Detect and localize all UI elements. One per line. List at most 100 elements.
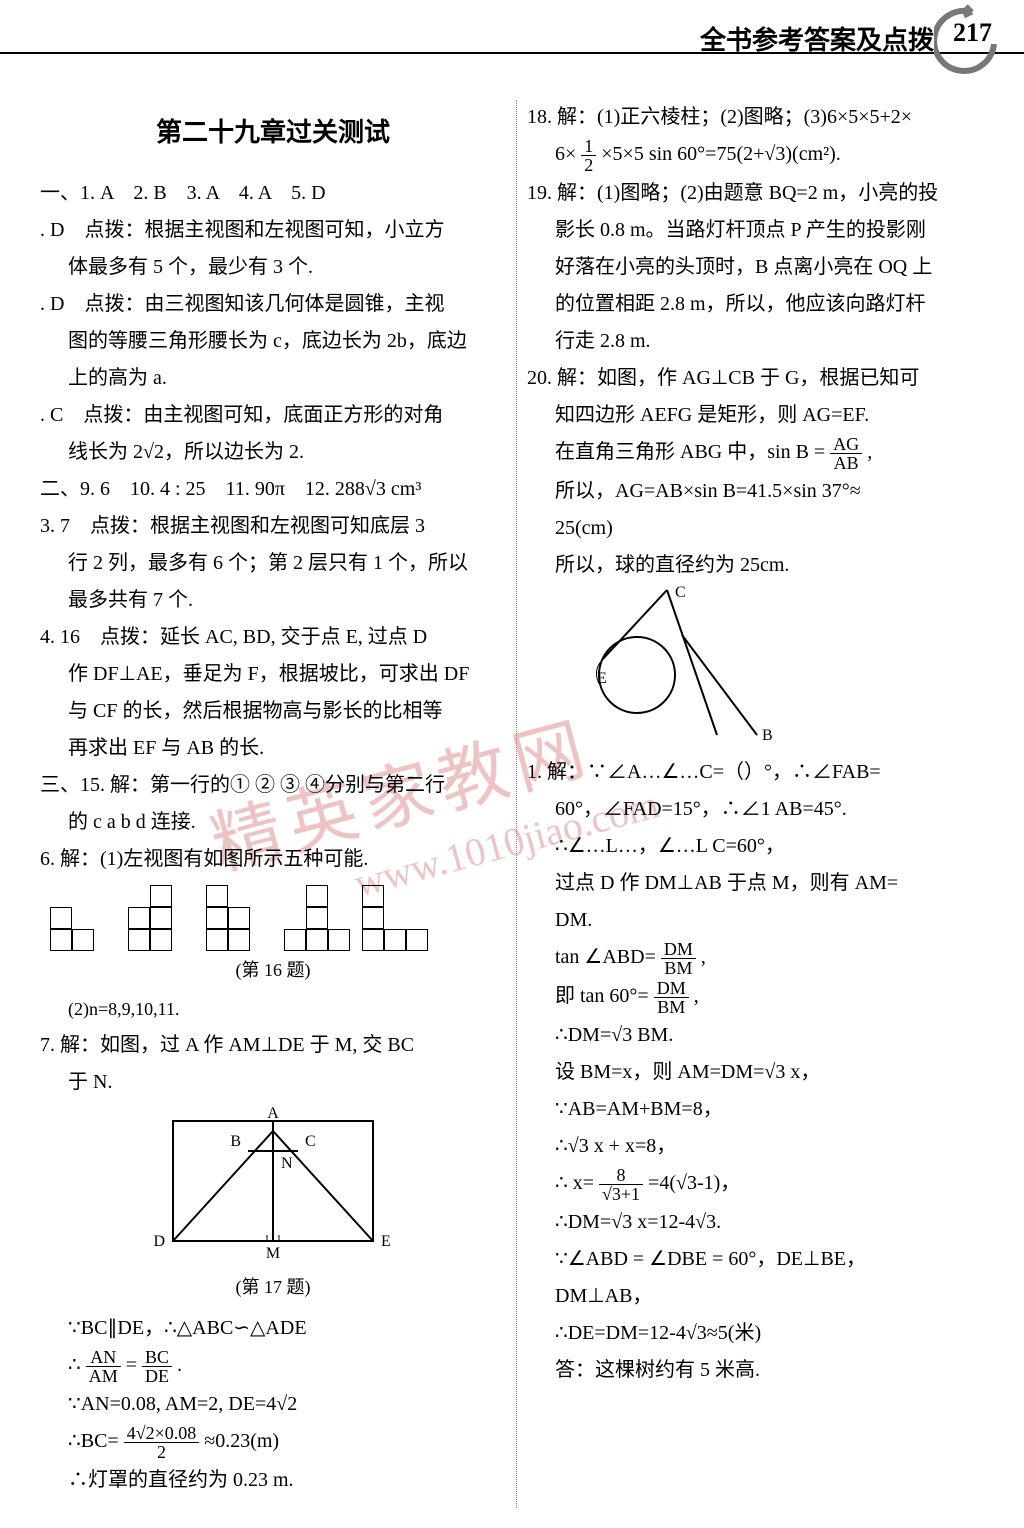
svg-text:B: B bbox=[762, 727, 773, 744]
answer-line: 的 c a b d 连接. bbox=[40, 805, 506, 840]
answer-line: 最多共有 7 个. bbox=[40, 583, 506, 618]
answer-line: 与 CF 的长，然后根据物高与影长的比相等 bbox=[40, 694, 506, 729]
answer-line: 18. 解：(1)正六棱柱；(2)图略；(3)6×5×5+2× bbox=[527, 100, 994, 135]
fraction: DM BM bbox=[661, 940, 696, 977]
math-line: ∵BC∥DE，∴△ABC∽△ADE bbox=[40, 1311, 506, 1346]
math-text: . bbox=[177, 1354, 182, 1376]
figure-20-diagram: C E B bbox=[557, 585, 777, 755]
math-line: ∴ AN AM = BC DE . bbox=[40, 1348, 506, 1385]
fraction-numerator: AN bbox=[86, 1348, 121, 1367]
svg-text:E: E bbox=[381, 1233, 391, 1250]
svg-text:A: A bbox=[267, 1106, 279, 1122]
fraction: 1 2 bbox=[581, 137, 596, 174]
math-line: tan ∠ABD= DM BM , bbox=[527, 940, 994, 977]
answer-line: 4. 16 点拨：延长 AC, BD, 交于点 E, 过点 D bbox=[40, 620, 506, 655]
answer-line: 图的等腰三角形腰长为 c，底边长为 2b，底边 bbox=[40, 324, 506, 359]
fraction: DM BM bbox=[654, 979, 689, 1016]
answer-line: 上的高为 a. bbox=[40, 361, 506, 396]
answer-line: 7. 解：如图，过 A 作 AM⊥DE 于 M, 交 BC bbox=[40, 1028, 506, 1063]
math-text: ∴BC= bbox=[68, 1430, 119, 1452]
answer-line: 于 N. bbox=[40, 1065, 506, 1100]
answer-line: 体最多有 5 个，最少有 3 个. bbox=[40, 250, 506, 285]
fraction-numerator: 1 bbox=[581, 137, 596, 156]
chapter-title: 第二十九章过关测试 bbox=[40, 110, 506, 156]
answer-line: 20. 解：如图，作 AG⊥CB 于 G，根据已知可 bbox=[527, 361, 994, 396]
fraction-denominator: BM bbox=[661, 959, 696, 977]
fraction: 8 √3+1 bbox=[599, 1166, 643, 1203]
grid-shape bbox=[284, 885, 350, 951]
right-column: 18. 解：(1)正六棱柱；(2)图略；(3)6×5×5+2× 6× 1 2 ×… bbox=[517, 100, 1004, 1508]
fraction-denominator: AM bbox=[86, 1367, 121, 1385]
math-text: , bbox=[694, 985, 699, 1007]
answer-line: 60°，∠FAD=15°，∴∠1 AB=45°. bbox=[527, 792, 994, 827]
fraction-denominator: 2 bbox=[581, 156, 596, 174]
answer-line: (2)n=8,9,10,11. bbox=[40, 994, 506, 1026]
math-text: ≈0.23(m) bbox=[204, 1430, 279, 1452]
math-line: ∴DE=DM=12-4√3≈5(米) bbox=[527, 1316, 994, 1351]
answer-line: 1. 解：∵∠A…∠…C=（）°，∴∠FAB= bbox=[527, 755, 994, 790]
math-text: 6× bbox=[555, 143, 576, 165]
answer-line: . C 点拨：由主视图可知，底面正方形的对角 bbox=[40, 398, 506, 433]
grid-shape bbox=[50, 885, 116, 951]
answer-line: 的位置相距 2.8 m，所以，他应该向路灯杆 bbox=[527, 287, 994, 322]
answer-line: 再求出 EF 与 AB 的长. bbox=[40, 731, 506, 766]
answer-line: 影长 0.8 m。当路灯杆顶点 P 产生的投影刚 bbox=[527, 213, 994, 248]
svg-text:C: C bbox=[675, 585, 686, 601]
math-line: ∵∠ABD = ∠DBE = 60°，DE⊥BE， bbox=[527, 1242, 994, 1277]
answer-line: 三、15. 解：第一行的① ② ③ ④分别与第二行 bbox=[40, 768, 506, 803]
answer-line: 好落在小亮的头顶时，B 点离小亮在 OQ 上 bbox=[527, 250, 994, 285]
math-line: 在直角三角形 ABG 中，sin B = AG AB , bbox=[527, 435, 994, 472]
math-line: 设 BM=x，则 AM=DM=√3 x， bbox=[527, 1055, 994, 1090]
answer-line: ∴∠…L…，∠…L C=60°， bbox=[527, 829, 994, 864]
figure-16-grids bbox=[50, 885, 506, 951]
header-title: 全书参考答案及点拨 bbox=[700, 20, 934, 57]
figure-caption: (第 17 题) bbox=[40, 1272, 506, 1304]
answer-line: 二、9. 6 10. 4 : 25 11. 90π 12. 288√3 cm³ bbox=[40, 472, 506, 507]
fraction-denominator: BM bbox=[654, 998, 689, 1016]
page-number: 217 bbox=[953, 18, 992, 48]
fraction-denominator: 2 bbox=[124, 1443, 200, 1461]
answer-line: 3. 7 点拨：根据主视图和左视图可知底层 3 bbox=[40, 509, 506, 544]
fraction-denominator: AB bbox=[830, 454, 862, 472]
fraction-numerator: DM bbox=[654, 979, 689, 998]
math-line: ∴ x= 8 √3+1 =4(√3-1)， bbox=[527, 1166, 994, 1203]
answer-line: 知四边形 AEFG 是矩形，则 AG=EF. bbox=[527, 398, 994, 433]
math-text: ∴ x= bbox=[555, 1172, 594, 1194]
figure-17-diagram: A B C N D E M bbox=[143, 1106, 403, 1266]
math-line: ∵AN=0.08, AM=2, DE=4√2 bbox=[40, 1387, 506, 1422]
answer-line: 线长为 2√2，所以边长为 2. bbox=[40, 435, 506, 470]
content-columns: 第二十九章过关测试 一、1. A 2. B 3. A 4. A 5. D . D… bbox=[30, 100, 1004, 1508]
answer-line: 所以，AG=AB×sin B=41.5×sin 37°≈ bbox=[527, 474, 994, 509]
answer-line: 行走 2.8 m. bbox=[527, 324, 994, 359]
fraction-numerator: 4√2×0.08 bbox=[124, 1424, 200, 1443]
svg-text:D: D bbox=[153, 1233, 165, 1250]
grid-shape bbox=[128, 885, 194, 951]
svg-text:N: N bbox=[281, 1155, 293, 1172]
grid-shape bbox=[362, 885, 428, 951]
fraction: 4√2×0.08 2 bbox=[124, 1424, 200, 1461]
left-column: 第二十九章过关测试 一、1. A 2. B 3. A 4. A 5. D . D… bbox=[30, 100, 517, 1508]
fraction-numerator: BC bbox=[142, 1348, 172, 1367]
math-line: DM⊥AB， bbox=[527, 1279, 994, 1314]
answer-line: 6. 解：(1)左视图有如图所示五种可能. bbox=[40, 842, 506, 877]
svg-text:E: E bbox=[597, 670, 607, 687]
math-line: ∴DM=√3 x=12-4√3. bbox=[527, 1205, 994, 1240]
fraction: AN AM bbox=[86, 1348, 121, 1385]
svg-text:C: C bbox=[305, 1133, 316, 1150]
answer-line: DM. bbox=[527, 903, 994, 938]
answer-line: . D 点拨：由三视图知该几何体是圆锥，主视 bbox=[40, 287, 506, 322]
fraction-numerator: AG bbox=[830, 435, 862, 454]
math-text: =4(√3-1)， bbox=[648, 1172, 740, 1194]
answer-line: 过点 D 作 DM⊥AB 于点 M，则有 AM= bbox=[527, 866, 994, 901]
figure-caption: (第 16 题) bbox=[40, 955, 506, 987]
math-line: ∴DM=√3 BM. bbox=[527, 1018, 994, 1053]
fraction-denominator: DE bbox=[142, 1367, 172, 1385]
math-line: 即 tan 60°= DM BM , bbox=[527, 979, 994, 1016]
answer-line: 19. 解：(1)图略；(2)由题意 BQ=2 m，小亮的投 bbox=[527, 176, 994, 211]
math-text: ∴ bbox=[68, 1354, 81, 1376]
fraction: BC DE bbox=[142, 1348, 172, 1385]
answer-line: 一、1. A 2. B 3. A 4. A 5. D bbox=[40, 176, 506, 211]
math-line: 6× 1 2 ×5×5 sin 60°=75(2+√3)(cm²). bbox=[527, 137, 994, 174]
fraction: AG AB bbox=[830, 435, 862, 472]
math-text: = bbox=[126, 1354, 137, 1376]
